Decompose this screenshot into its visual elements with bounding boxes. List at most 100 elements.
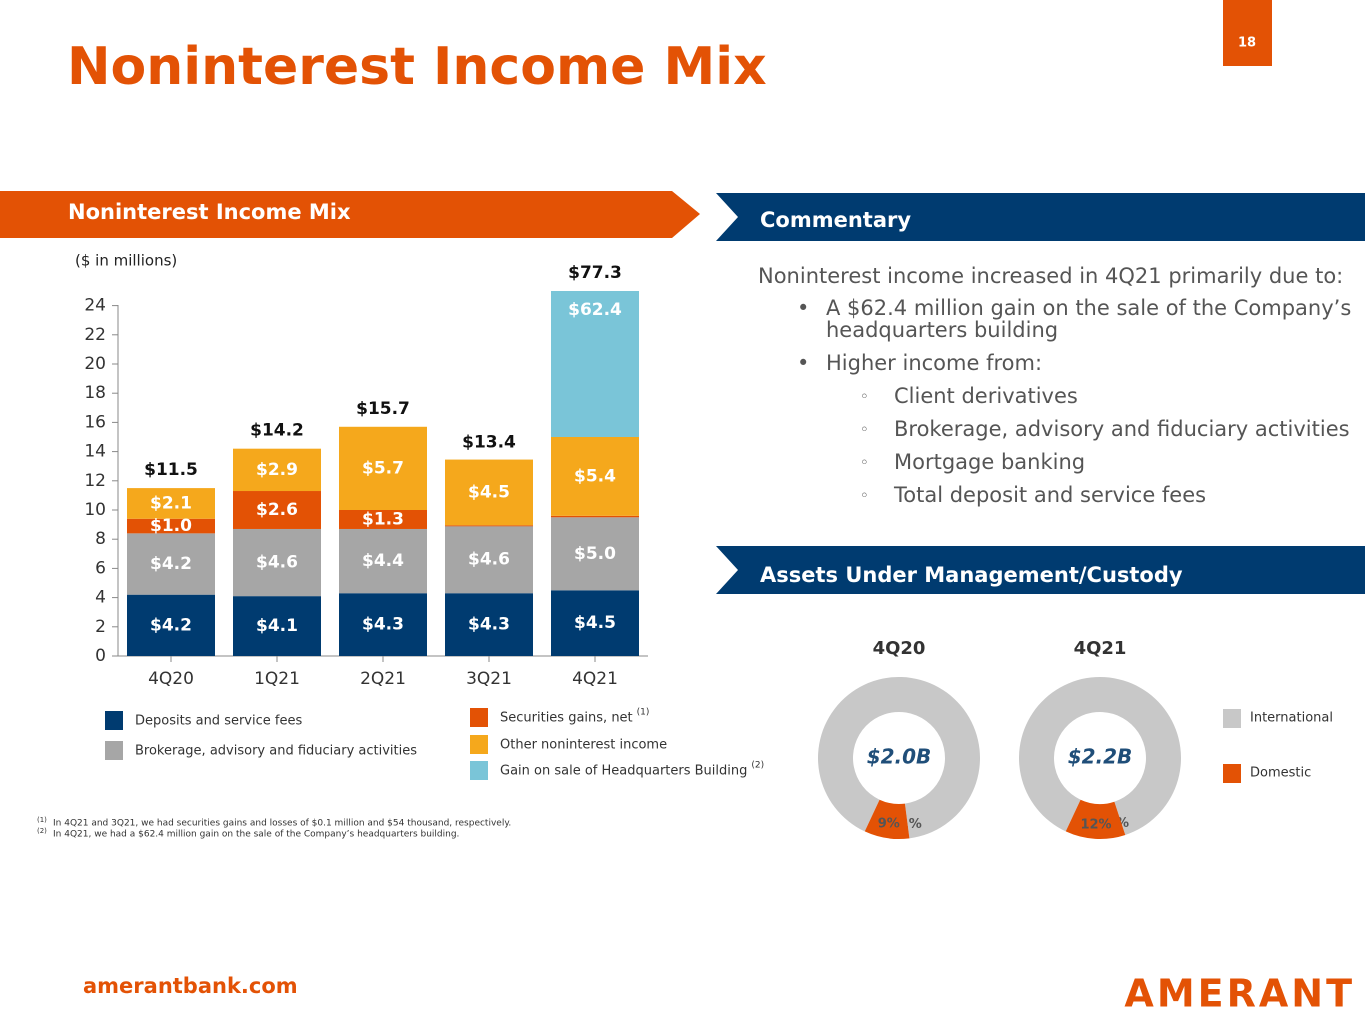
bar-value-label: $2.9 — [256, 460, 298, 480]
legend-label: Domestic — [1250, 766, 1311, 781]
legend-label: Other noninterest income — [500, 738, 667, 753]
donut-center-label: $2.0B — [867, 745, 932, 769]
bar-segment — [127, 488, 215, 519]
bar-segment — [445, 526, 533, 594]
bar-segment — [339, 593, 427, 656]
logo: AMERANT — [1124, 972, 1355, 1016]
footnote-marker: (2) — [37, 827, 47, 835]
legend-label: Securities gains, net — [500, 711, 633, 726]
bar-value-label: $1.3 — [362, 509, 404, 529]
y-tick-label: 2 — [95, 617, 106, 637]
bar-value-label: $4.5 — [574, 613, 616, 633]
sub-bullet-text: Mortgage banking — [894, 450, 1085, 474]
legend-note: (2) — [751, 761, 764, 771]
donut-center-label: $2.2B — [1068, 745, 1133, 769]
page-number: 18 — [1238, 36, 1256, 51]
bar-value-label: $4.2 — [150, 554, 192, 574]
left-header: Noninterest Income Mix — [68, 200, 351, 224]
sub-bullet-dot: ◦ — [860, 421, 869, 439]
legend-swatch — [470, 708, 488, 727]
bullet-text: Higher income from: — [826, 351, 1042, 375]
y-tick-label: 8 — [95, 529, 106, 549]
bar-value-label: $4.6 — [468, 550, 510, 570]
sub-bullet-dot: ◦ — [860, 454, 869, 472]
legend-swatch — [105, 741, 123, 760]
page-number-box — [1223, 0, 1272, 66]
footnote-marker: (1) — [37, 816, 47, 824]
y-tick-label: 24 — [84, 296, 106, 316]
bar-value-label: $62.4 — [568, 300, 622, 320]
bar-segment — [233, 528, 321, 597]
total-label: $77.3 — [568, 263, 622, 283]
bar-segment — [233, 448, 321, 492]
y-tick-label: 0 — [95, 646, 106, 666]
bar-segment — [127, 533, 215, 595]
bar-value-label: $5.4 — [574, 466, 616, 486]
footnote-text: In 4Q21 and 3Q21, we had securities gain… — [53, 819, 511, 829]
y-tick-label: 4 — [95, 588, 106, 608]
y-tick-label: 20 — [84, 354, 106, 374]
total-label: $14.2 — [250, 421, 304, 441]
commentary-banner — [716, 193, 1365, 241]
bar-value-label: $4.1 — [256, 616, 298, 636]
bar-value-label: $4.2 — [150, 615, 192, 635]
bullet-dot: • — [797, 351, 809, 375]
bar-segment — [339, 510, 427, 529]
sub-bullet-text: Total deposit and service fees — [893, 483, 1206, 507]
units-note: ($ in millions) — [75, 252, 177, 270]
title: Noninterest Income Mix — [67, 37, 767, 97]
bullet-dot: • — [797, 296, 809, 320]
footnote-text: In 4Q21, we had a $62.4 million gain on … — [53, 830, 459, 840]
legend-label: Deposits and service fees — [135, 714, 302, 729]
donut-title: 4Q21 — [1074, 638, 1127, 659]
sub-bullet-dot: ◦ — [860, 388, 869, 406]
legend-swatch — [105, 711, 123, 730]
donut-slice — [818, 677, 980, 839]
legend-swatch — [470, 761, 488, 780]
bar-segment — [445, 593, 533, 656]
x-tick-label: 2Q21 — [360, 669, 406, 689]
donut-slice — [1018, 676, 1181, 835]
bar-segment — [339, 528, 427, 594]
legend-swatch — [470, 735, 488, 754]
bar-value-label: $2.1 — [150, 493, 192, 513]
legend-label: Brokerage, advisory and fiduciary activi… — [135, 744, 417, 759]
bars — [127, 291, 639, 656]
x-tick-label: 4Q20 — [148, 669, 194, 689]
commentary-intro: Noninterest income increased in 4Q21 pri… — [758, 264, 1343, 288]
bar-value-label: $5.7 — [362, 458, 404, 478]
bullet-text: A $62.4 million gain on the sale of the … — [826, 296, 1351, 320]
bullet-text: headquarters building — [826, 318, 1058, 342]
bar-value-label: $1.0 — [150, 516, 192, 536]
donut-value-label: 9% — [878, 817, 900, 832]
y-tick-label: 14 — [84, 442, 106, 462]
aum-header: Assets Under Management/Custody — [760, 563, 1183, 587]
aum-banner — [716, 546, 1365, 594]
sub-bullet-dot: ◦ — [860, 487, 869, 505]
bar-value-label: $4.6 — [256, 553, 298, 573]
bar-segment — [445, 459, 533, 526]
total-label: $11.5 — [144, 460, 198, 480]
bar-segment — [445, 525, 533, 527]
bar-segment — [551, 515, 639, 518]
y-tick-label: 6 — [95, 558, 106, 578]
bar-segment — [127, 518, 215, 534]
bar-segment — [551, 590, 639, 656]
left-header-banner — [0, 191, 700, 238]
bar-segment — [551, 291, 639, 437]
commentary-header: Commentary — [760, 208, 911, 232]
legend-swatch — [1223, 764, 1241, 783]
bar-segment — [339, 426, 427, 510]
bar-value-label: $4.3 — [468, 615, 510, 635]
bar-value-label: $4.4 — [362, 551, 404, 571]
bar-segment — [551, 437, 639, 516]
bar-segment — [551, 517, 639, 591]
y-tick-label: 12 — [84, 471, 106, 491]
donut-title: 4Q20 — [873, 638, 926, 659]
sub-bullet-text: Client derivatives — [894, 384, 1078, 408]
bar-segment — [127, 594, 215, 656]
y-tick-label: 16 — [84, 412, 106, 432]
total-label: $13.4 — [462, 432, 516, 452]
total-label: $15.7 — [356, 399, 410, 419]
